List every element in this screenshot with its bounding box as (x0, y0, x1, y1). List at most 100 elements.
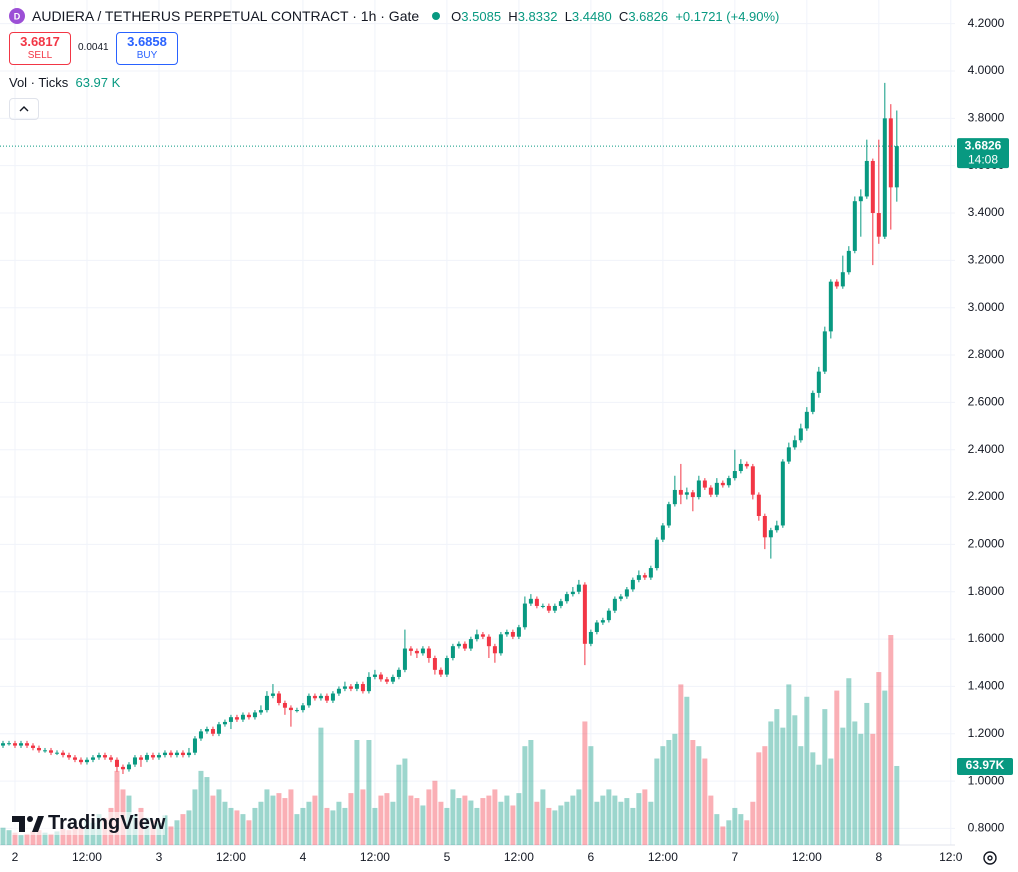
x-tick-label: 7 (732, 850, 739, 864)
candle-body (882, 118, 887, 237)
volume-bar (858, 733, 864, 845)
volume-bar (792, 715, 798, 845)
volume-bar (222, 801, 228, 845)
candle-body (732, 471, 737, 479)
candle-body (630, 579, 635, 590)
candle-body (348, 686, 353, 689)
volume-bar (192, 789, 198, 845)
volume-bar (894, 765, 900, 845)
volume-bar (474, 807, 480, 845)
candle-body (516, 627, 521, 637)
candle-body (480, 634, 485, 637)
candle-body (426, 648, 431, 659)
candle-body (624, 589, 629, 597)
candle-body (108, 757, 113, 760)
candle-body (282, 702, 287, 708)
candle-body (798, 428, 803, 441)
price-label-box (957, 138, 1009, 169)
candle-body (186, 752, 191, 756)
candle-body (90, 757, 95, 760)
candle-body (558, 601, 563, 606)
volume-label-box (957, 757, 1013, 775)
candle-body (810, 392, 815, 412)
x-tick-label: 12:00 (360, 850, 390, 864)
x-tick-label: 12:00 (504, 850, 534, 864)
candle-body (462, 643, 467, 649)
volume-bar (48, 833, 54, 845)
collapse-button[interactable] (9, 98, 39, 120)
volume-bar (576, 789, 582, 845)
y-tick-label: 2.4000 (968, 442, 1005, 456)
h-value: 3.8332 (517, 8, 558, 24)
candle-body (0, 743, 5, 746)
volume-bar (168, 826, 174, 845)
volume-bar (402, 758, 408, 845)
buy-button[interactable]: 3.6858 BUY (116, 32, 178, 65)
indicator-value: 63.97 K (75, 75, 121, 90)
volume-bar (270, 795, 276, 845)
candle-body (594, 622, 599, 632)
volume-bar (480, 798, 486, 845)
candle-body (726, 478, 731, 486)
candle-body (102, 755, 107, 758)
candle-body (876, 213, 881, 237)
candle-body (342, 686, 347, 689)
buy-label: BUY (136, 50, 158, 61)
candle-body (708, 487, 713, 495)
volume-bar (72, 826, 78, 845)
volume-bar (696, 746, 702, 845)
candle-body (336, 688, 341, 694)
y-tick-label: 3.8000 (968, 111, 1005, 125)
volume-bar (54, 831, 60, 845)
candle-body (150, 755, 155, 758)
y-tick-label: 4.2000 (968, 16, 1005, 30)
sell-button[interactable]: 3.6817 SELL (9, 32, 71, 65)
candle-body (276, 693, 281, 703)
volume-bar (888, 635, 894, 845)
volume-bar (846, 678, 852, 845)
volume-bar (312, 795, 318, 845)
volume-bar (264, 789, 270, 845)
volume-bar (624, 798, 630, 845)
x-tick-label: 12:00 (648, 850, 678, 864)
volume-bar (24, 833, 30, 845)
volume-bar (612, 795, 618, 845)
candle-body (612, 598, 617, 611)
buy-price: 3.6858 (127, 34, 167, 49)
candle-body (204, 729, 209, 732)
candle-body (300, 705, 305, 711)
volume-bar (366, 740, 372, 845)
candle-body (54, 752, 59, 754)
candle-body (24, 743, 29, 746)
candle-body (198, 731, 203, 739)
status-dot (432, 12, 441, 20)
volume-bar (864, 702, 870, 845)
candle-body (660, 525, 665, 540)
candle-body (144, 755, 149, 760)
volume-bar (114, 770, 120, 845)
volume-bar (288, 789, 294, 845)
y-tick-label: 3.0000 (968, 300, 1005, 314)
candle-body (840, 272, 845, 287)
candle-body (192, 738, 197, 753)
candle-body (312, 695, 317, 699)
candle-body (486, 636, 491, 647)
volume-bar (354, 740, 360, 845)
candle-body (354, 684, 359, 689)
volume-bar (378, 795, 384, 845)
x-tick-label: 4 (300, 850, 307, 864)
volume-bar (528, 740, 534, 845)
settings-icon[interactable] (980, 848, 1000, 868)
x-tick-label: 5 (444, 850, 451, 864)
candle-body (408, 648, 413, 651)
candle-body (6, 743, 11, 745)
candle-body (324, 695, 329, 701)
candle-body (96, 755, 101, 758)
candles (0, 82, 899, 774)
candle-body (828, 281, 833, 332)
candle-body (690, 492, 695, 498)
x-tick-label: 2 (12, 850, 19, 864)
candle-body (618, 596, 623, 599)
y-tick-label: 1.8000 (968, 584, 1005, 598)
